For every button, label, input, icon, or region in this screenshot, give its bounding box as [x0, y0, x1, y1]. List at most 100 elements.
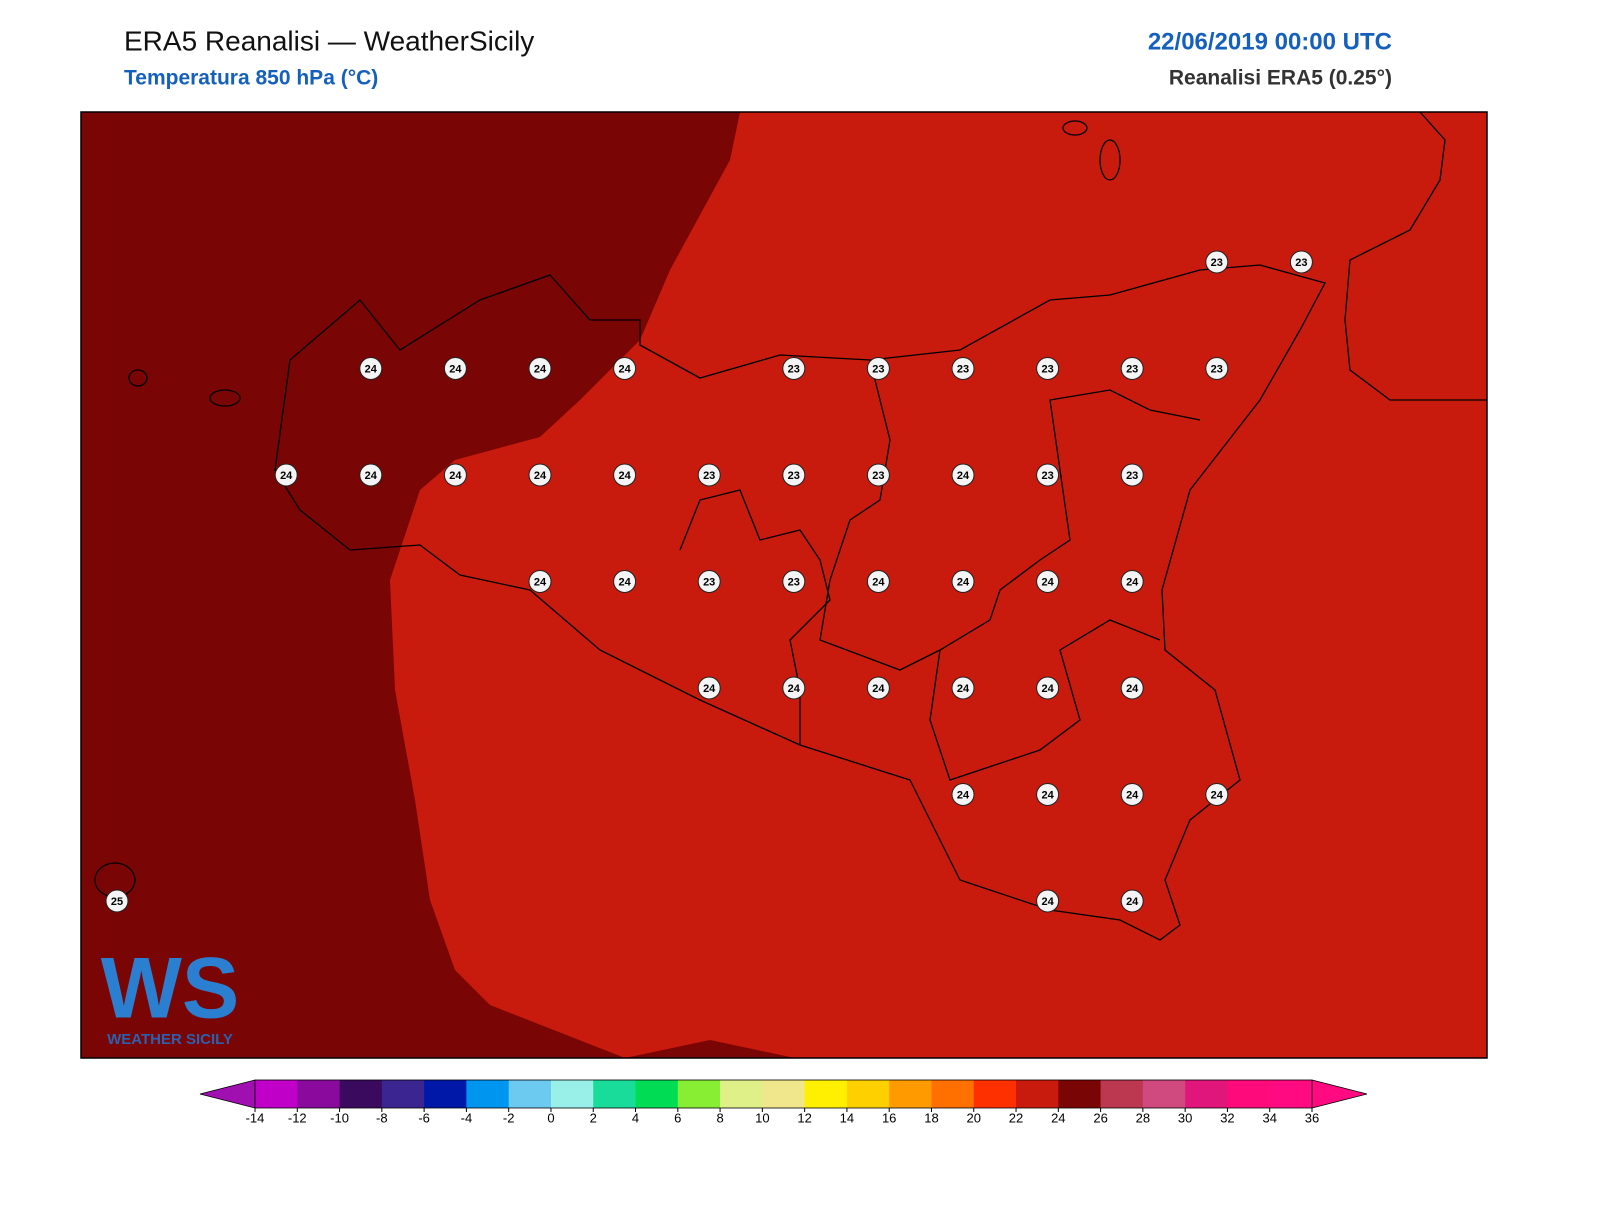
- point-marker: [1120, 783, 1144, 806]
- point-value: 24: [534, 576, 547, 588]
- colorbar-tick-label: -12: [288, 1110, 307, 1125]
- point-marker: [782, 463, 806, 487]
- colorbar-extend-over: [1311, 1079, 1368, 1109]
- point-marker: [1036, 676, 1060, 700]
- colorbar-tick-label: 26: [1093, 1110, 1107, 1125]
- colorbar: -14 -12 -10 -8 -6 -4 -2 0 2 4 6 8 10 12 14 16 18 20 22 24 26…: [199, 1079, 1368, 1125]
- colorbar-tick-label: 32: [1220, 1110, 1234, 1125]
- title: ERA5 Reanalisi — WeatherSicily: [124, 25, 534, 56]
- point-marker: [782, 676, 806, 700]
- point-marker: [105, 889, 129, 913]
- colorbar-segment: [593, 1080, 637, 1108]
- point-value: 24: [534, 470, 547, 482]
- point-marker: [1036, 463, 1060, 487]
- point-marker: [359, 357, 383, 380]
- colorbar-tick-label: 36: [1305, 1110, 1319, 1125]
- logo-caption: WEATHER SICILY: [107, 1031, 233, 1048]
- point-value: 23: [872, 470, 884, 482]
- point-value: 24: [1126, 896, 1139, 908]
- point-value: 23: [703, 470, 715, 482]
- point-marker: [951, 463, 975, 487]
- point-value: 23: [788, 363, 800, 375]
- point-marker: [613, 463, 637, 487]
- point-value: 23: [872, 363, 884, 375]
- point-marker: [951, 570, 975, 593]
- point-marker: [866, 357, 890, 380]
- point-value: 24: [872, 576, 885, 588]
- point-marker: [1120, 676, 1144, 700]
- point-value: 23: [1041, 470, 1053, 482]
- point-value: 24: [449, 363, 462, 375]
- colorbar-tick-label: 12: [797, 1110, 811, 1125]
- point-value: 23: [788, 470, 800, 482]
- point-value: 24: [957, 683, 970, 695]
- colorbar-tick-label: 22: [1009, 1110, 1023, 1125]
- colorbar-segment: [889, 1080, 932, 1108]
- province-border: [679, 489, 831, 745]
- point-marker: [866, 676, 890, 700]
- point-value: 24: [618, 470, 631, 482]
- point-value: 23: [703, 576, 715, 588]
- point-value: 24: [788, 683, 801, 695]
- colorbar-segment: [1227, 1080, 1271, 1108]
- colorbar-tick-label: 8: [716, 1110, 723, 1125]
- point-value: 24: [957, 470, 970, 482]
- colorbar-tick-label: -4: [461, 1110, 473, 1125]
- colorbar-segment: [677, 1080, 721, 1108]
- point-value: 24: [1041, 789, 1054, 801]
- colorbar-segment: [297, 1080, 341, 1108]
- colorbar-segment: [1185, 1080, 1228, 1108]
- point-marker: [782, 357, 806, 380]
- colorbar-segment: [255, 1080, 298, 1108]
- point-marker: [951, 357, 975, 380]
- colorbar-tick-label: 34: [1262, 1110, 1276, 1125]
- point-marker: [274, 463, 298, 487]
- colorbar-segment: [762, 1080, 806, 1108]
- point-marker: [782, 570, 806, 593]
- colorbar-segment: [973, 1080, 1017, 1108]
- colorbar-segment: [1058, 1080, 1102, 1108]
- point-marker: [1120, 357, 1144, 380]
- point-marker: [866, 570, 890, 593]
- colorbar-segment: [424, 1080, 467, 1108]
- point-value: 24: [449, 470, 462, 482]
- colorbar-tick-label: 16: [882, 1110, 896, 1125]
- calabria-coast: [1344, 111, 1487, 401]
- colorbar-tick-label: 28: [1136, 1110, 1150, 1125]
- point-marker: [528, 463, 552, 487]
- point-marker: [1289, 250, 1313, 274]
- point-value: 24: [365, 363, 378, 375]
- colorbar-segment: [931, 1080, 975, 1108]
- subtitle: Temperatura 850 hPa (°C): [124, 67, 378, 90]
- point-marker: [1036, 570, 1060, 593]
- point-value: 24: [1041, 683, 1054, 695]
- point-marker: [1120, 889, 1144, 913]
- point-marker: [1205, 783, 1229, 806]
- point-marker: [613, 357, 637, 380]
- point-value: 24: [534, 363, 547, 375]
- point-marker: [1120, 570, 1144, 593]
- point-marker: [1205, 250, 1229, 274]
- colorbar-tick-label: -14: [246, 1110, 265, 1125]
- point-value: 23: [957, 363, 969, 375]
- colorbar-tick-label: 30: [1178, 1110, 1192, 1125]
- point-value: 24: [872, 683, 885, 695]
- island: [209, 389, 241, 407]
- point-value: 25: [111, 896, 123, 908]
- point-value: 24: [1126, 789, 1139, 801]
- point-value: 24: [1041, 896, 1054, 908]
- point-marker: [359, 463, 383, 487]
- map-frame: [80, 111, 1488, 1059]
- colorbar-tick-label: 4: [632, 1110, 639, 1125]
- colorbar-tick-label: 0: [547, 1110, 554, 1125]
- point-value: 24: [1041, 576, 1054, 588]
- colorbar-tick-label: -10: [330, 1110, 349, 1125]
- point-marker: [697, 570, 721, 593]
- point-marker: [951, 676, 975, 700]
- point-marker: [528, 570, 552, 593]
- point-value: 24: [1211, 789, 1224, 801]
- point-marker: [443, 357, 467, 380]
- point-value: 24: [618, 576, 631, 588]
- point-value: 23: [1211, 363, 1223, 375]
